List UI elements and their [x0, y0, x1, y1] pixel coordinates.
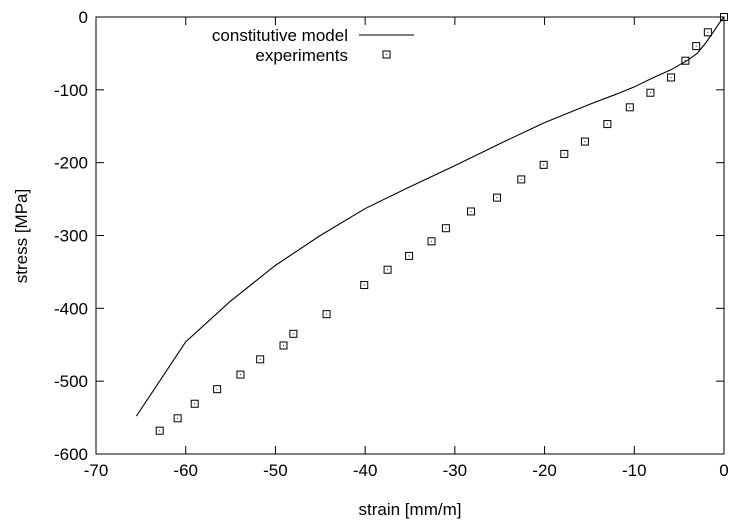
data-point-experiment [190, 399, 199, 408]
data-point-experiment [279, 341, 288, 350]
data-point-experiment [360, 281, 369, 290]
series-line-constitutive-model [135, 16, 725, 417]
x-axis-label: strain [mm/m] [359, 500, 462, 519]
data-point-experiment [236, 370, 245, 379]
data-point-experiment [517, 175, 526, 184]
plot-frame [95, 16, 725, 455]
data-point-experiment [539, 160, 548, 169]
data-point-experiment [173, 414, 182, 423]
data-point-experiment [692, 42, 701, 51]
x-tick-label: -60 [173, 461, 198, 480]
x-tick-label: -40 [353, 461, 378, 480]
data-point-experiment [289, 329, 298, 338]
legend-marker-experiments [382, 50, 391, 59]
y-axis-label: stress [MPa] [12, 189, 31, 283]
data-point-experiment [467, 207, 476, 216]
data-point-experiment [646, 88, 655, 97]
data-point-experiment [681, 56, 690, 65]
y-tick-label: -500 [54, 372, 88, 391]
data-point-experiment [720, 13, 728, 21]
y-tick-label: 0 [79, 8, 88, 27]
data-point-experiment [322, 310, 331, 319]
data-point-experiment [383, 265, 392, 274]
data-point-experiment [427, 237, 436, 246]
y-tick-label: -400 [54, 299, 88, 318]
data-point-experiment [625, 103, 634, 112]
data-point-experiment [155, 426, 164, 435]
x-tick-label: -10 [622, 461, 647, 480]
x-tick-label: -50 [263, 461, 288, 480]
y-tick-label: -300 [54, 227, 88, 246]
legend-label-model: constitutive model [212, 26, 348, 45]
y-tick-label: -200 [54, 154, 88, 173]
data-point-experiment [580, 137, 589, 146]
legend: constitutive model experiments [212, 26, 414, 65]
data-point-experiment [213, 385, 222, 394]
data-point-experiment [405, 251, 414, 260]
x-tick-label: -70 [84, 461, 109, 480]
legend-label-experiments: experiments [255, 46, 348, 65]
data-point-experiment [667, 73, 676, 82]
x-tick-label: -20 [532, 461, 557, 480]
y-tick-label: -600 [54, 445, 88, 464]
data-point-experiment [441, 224, 450, 233]
data-point-experiment [603, 120, 612, 129]
data-point-experiment [560, 149, 569, 158]
series-layer [135, 13, 728, 435]
data-point-experiment [493, 193, 502, 202]
data-point-experiment [256, 355, 265, 364]
data-point-experiment [703, 28, 712, 37]
y-tick-label: -100 [54, 81, 88, 100]
x-axis-ticks: -70 -60 -50 -40 -30 -20 -10 0 [84, 17, 729, 480]
x-tick-label: 0 [719, 461, 728, 480]
x-tick-label: -30 [443, 461, 468, 480]
y-axis-ticks: 0 -100 -200 -300 -400 -500 -600 [54, 8, 724, 464]
